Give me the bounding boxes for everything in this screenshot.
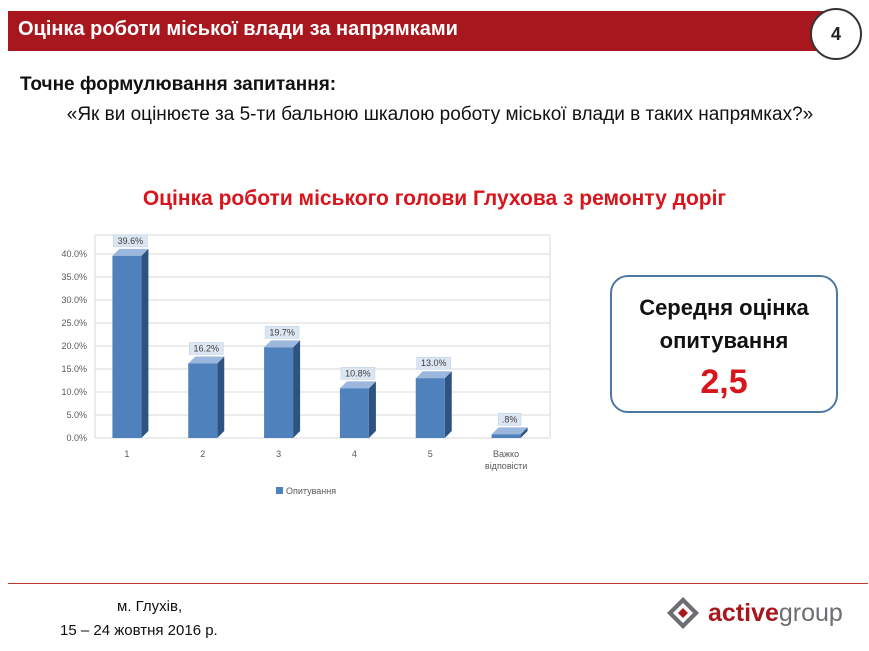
bar-side <box>520 427 528 438</box>
legend-swatch <box>276 487 283 494</box>
x-tick-label: 3 <box>276 449 281 459</box>
bar <box>264 347 294 438</box>
average-score-label: Середня оцінка опитування <box>639 295 809 353</box>
x-tick-label: 5 <box>428 449 433 459</box>
question-text: «Як ви оцінюєте за 5-ти бальною шкалою р… <box>66 104 814 125</box>
data-label-box <box>264 326 300 339</box>
data-label: 16.2% <box>193 343 219 353</box>
bar-side <box>444 371 452 438</box>
footer-divider <box>8 583 868 584</box>
data-label-box <box>340 367 376 380</box>
y-tick-label: 30.0% <box>61 295 87 305</box>
y-tick-label: 10.0% <box>61 387 87 397</box>
average-score-value: 2,5 <box>700 363 748 401</box>
data-label: .8% <box>502 414 518 424</box>
bar-side <box>368 381 376 438</box>
data-label: 39.6% <box>118 236 144 246</box>
x-tick-label: 2 <box>200 449 205 459</box>
data-label-box <box>189 342 224 355</box>
data-label-box <box>416 356 451 370</box>
bar-side <box>293 340 301 438</box>
chart-title: Оцінка роботи міського голови Глухова з … <box>142 187 727 210</box>
bar-top <box>415 371 452 379</box>
x-tick-label: відповісти <box>485 461 527 471</box>
bar-side <box>217 356 225 438</box>
y-tick-label: 15.0% <box>61 364 87 374</box>
bar-top <box>339 381 376 389</box>
y-tick-label: 40.0% <box>61 249 87 259</box>
header-bar <box>8 11 826 51</box>
footer-city: м. Глухів, <box>117 598 183 615</box>
average-score-box: Середня оцінка опитування 2,5 <box>610 275 838 413</box>
diamond-logo-icon <box>667 597 699 629</box>
y-tick-label: 0.0% <box>66 433 87 443</box>
y-tick-label: 25.0% <box>61 318 87 328</box>
data-label: 13.0% <box>421 358 447 368</box>
bar-top <box>264 340 301 348</box>
bar <box>491 434 521 438</box>
page-title: Оцінка роботи міської влади за напрямкам… <box>18 18 458 40</box>
bar-side <box>141 248 149 438</box>
bar <box>112 255 142 438</box>
bar-top <box>188 356 225 364</box>
bar <box>339 388 369 438</box>
logo-text-rest: group <box>778 598 843 627</box>
bar <box>188 363 218 438</box>
data-label-box <box>497 413 522 426</box>
logo-text-accent: active <box>708 598 779 627</box>
plot-area <box>94 234 551 439</box>
bar <box>415 378 445 438</box>
bar-top <box>491 427 528 435</box>
data-label: 10.8% <box>345 368 371 378</box>
x-tick-label: 1 <box>124 449 129 459</box>
page-number-badge: 4 <box>810 8 862 60</box>
x-tick-label: Важко <box>493 449 519 459</box>
logo-text: activegroup <box>708 599 843 628</box>
question-label: Точне формулювання запитання: <box>20 74 337 95</box>
y-tick-label: 20.0% <box>61 341 87 351</box>
footer-date: 15 – 24 жовтня 2016 р. <box>60 622 218 639</box>
y-tick-label: 5.0% <box>66 410 87 420</box>
x-tick-label: 4 <box>352 449 357 459</box>
data-label: 19.7% <box>269 327 295 337</box>
legend-label: Опитування <box>286 486 336 496</box>
y-tick-label: 35.0% <box>61 272 87 282</box>
bar-top <box>112 248 149 256</box>
activegroup-logo: activegroup <box>666 596 843 630</box>
data-label-box <box>113 234 148 248</box>
